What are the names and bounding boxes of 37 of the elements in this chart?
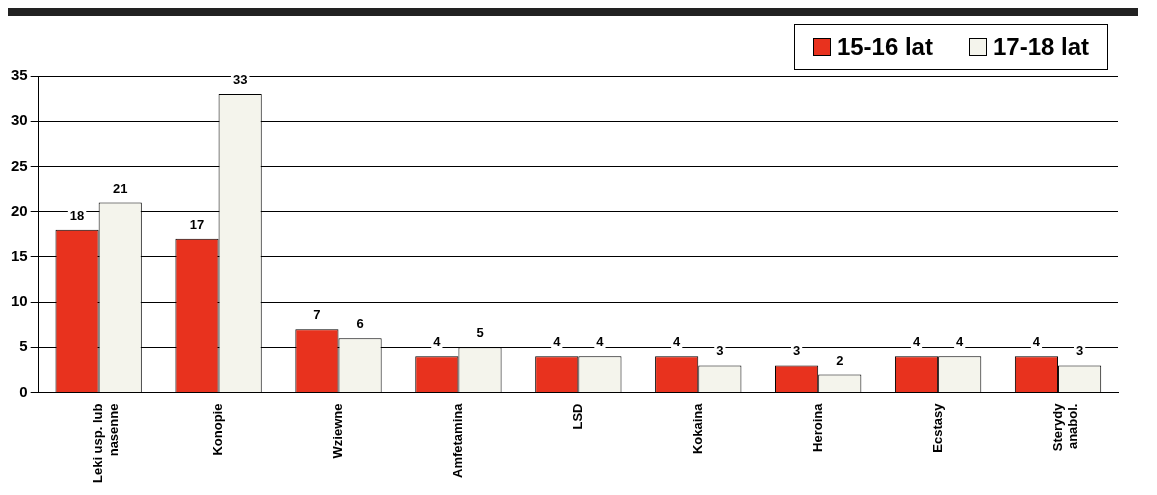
x-tick-label: Amfetamina bbox=[450, 402, 465, 478]
data-label: 3 bbox=[716, 343, 724, 359]
data-label: 4 bbox=[1032, 334, 1041, 350]
data-label: 4 bbox=[673, 334, 682, 350]
y-tick-label: 10 bbox=[11, 292, 28, 310]
x-tick-label: LSD bbox=[569, 403, 585, 430]
y-tick-label: 5 bbox=[19, 337, 28, 355]
x-tick-label: Wziewne bbox=[330, 403, 346, 459]
x-tick-label: Heroina bbox=[809, 402, 825, 452]
data-label: 4 bbox=[433, 334, 442, 350]
y-tick-label: 20 bbox=[11, 201, 28, 219]
y-tick-label: 25 bbox=[11, 156, 28, 174]
data-label: 5 bbox=[476, 325, 484, 341]
data-label: 18 bbox=[69, 207, 85, 223]
data-label: 3 bbox=[1076, 343, 1084, 359]
data-label: 4 bbox=[596, 334, 605, 350]
y-tick-label: 30 bbox=[11, 111, 28, 129]
x-tick-label: Konopie bbox=[210, 403, 226, 456]
legend-label: 15-16 lat bbox=[836, 33, 933, 61]
data-label: 4 bbox=[912, 334, 921, 350]
x-tick-label: Leki usp. lub nasenne bbox=[90, 403, 121, 484]
data-label: 6 bbox=[356, 316, 364, 332]
legend-label: 17-18 lat bbox=[992, 33, 1089, 61]
data-label: 7 bbox=[313, 307, 321, 323]
data-label: 4 bbox=[553, 334, 562, 350]
x-tick-label: Sterydy anabol. bbox=[1049, 402, 1081, 452]
data-label: 3 bbox=[792, 343, 801, 359]
data-label: 33 bbox=[232, 72, 248, 88]
data-label: 2 bbox=[836, 352, 844, 368]
x-tick-label: Ecstasy bbox=[929, 402, 945, 453]
y-tick-label: 15 bbox=[11, 247, 28, 265]
x-tick-label: Kokaina bbox=[689, 402, 705, 455]
data-label: 4 bbox=[956, 334, 965, 350]
y-tick-label: 35 bbox=[11, 66, 28, 84]
data-label: 17 bbox=[189, 216, 205, 232]
y-tick-label: 0 bbox=[19, 382, 28, 400]
data-label: 21 bbox=[113, 180, 128, 196]
